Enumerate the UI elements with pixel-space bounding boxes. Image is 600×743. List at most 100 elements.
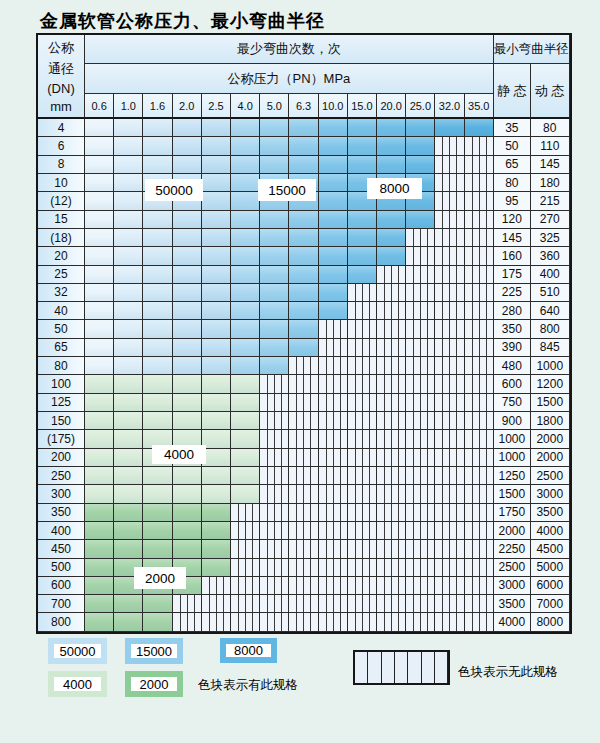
no-spec-cell (319, 320, 348, 338)
no-spec-cell (348, 302, 377, 320)
spec-cell (202, 174, 231, 192)
static-value: 120 (494, 211, 531, 229)
spec-cell (85, 540, 114, 558)
no-spec-cell (260, 595, 289, 613)
no-spec-cell (260, 412, 289, 430)
spec-cell (406, 119, 435, 137)
spec-cell (143, 595, 172, 613)
spec-cell (319, 119, 348, 137)
spec-cell (173, 119, 202, 137)
no-spec-cell (319, 577, 348, 595)
no-spec-cell (289, 357, 318, 375)
spec-cell (202, 504, 231, 522)
no-spec-cell (319, 339, 348, 357)
no-spec-cell (465, 613, 494, 631)
no-spec-cell (406, 412, 435, 430)
dynamic-value: 110 (531, 137, 570, 155)
spec-cell (348, 137, 377, 155)
no-spec-cell (348, 375, 377, 393)
no-spec-cell (465, 577, 494, 595)
dn-header-line: 通径 (48, 60, 74, 78)
spec-cell (406, 156, 435, 174)
dynamic-value: 1800 (531, 412, 570, 430)
no-spec-cell (173, 595, 202, 613)
spec-cell (260, 211, 289, 229)
spec-cell (143, 229, 172, 247)
no-spec-cell (260, 485, 289, 503)
spec-cell (114, 137, 143, 155)
spec-cell (173, 156, 202, 174)
spec-cell (377, 229, 406, 247)
dynamic-value: 215 (531, 192, 570, 210)
no-spec-cell (202, 577, 231, 595)
no-spec-cell (377, 375, 406, 393)
spec-cell (289, 229, 318, 247)
spec-cell (260, 229, 289, 247)
static-value: 35 (494, 119, 531, 137)
no-spec-cell (348, 559, 377, 577)
static-value: 390 (494, 339, 531, 357)
no-spec-cell (377, 284, 406, 302)
dynamic-value: 4500 (531, 540, 570, 558)
spec-cell (202, 485, 231, 503)
dynamic-value: 400 (531, 266, 570, 284)
spec-cell (202, 522, 231, 540)
dn-cell: 25 (38, 266, 85, 284)
spec-cell (202, 357, 231, 375)
static-value: 280 (494, 302, 531, 320)
dynamic-header: 动 态 (531, 64, 570, 119)
spec-cell (319, 192, 348, 210)
spec-cell (173, 394, 202, 412)
spec-cell (377, 119, 406, 137)
spec-cell (289, 339, 318, 357)
pressure-value-header: 1.0 (114, 94, 143, 119)
spec-cell (260, 119, 289, 137)
spec-cell (143, 302, 172, 320)
no-spec-cell (435, 229, 464, 247)
dynamic-value: 800 (531, 320, 570, 338)
no-spec-cell (377, 577, 406, 595)
no-spec-cell (406, 320, 435, 338)
spec-cell (143, 320, 172, 338)
no-spec-cell (260, 522, 289, 540)
spec-cell (319, 211, 348, 229)
spec-cell (289, 137, 318, 155)
no-spec-cell (435, 247, 464, 265)
no-spec-cell (348, 412, 377, 430)
dn-cell: 150 (38, 412, 85, 430)
spec-cell (319, 266, 348, 284)
no-spec-cell (260, 559, 289, 577)
pressure-value-header: 2.0 (173, 94, 202, 119)
spec-cell (202, 266, 231, 284)
legend-swatch-8000: 8000 (220, 638, 277, 663)
no-spec-cell (435, 613, 464, 631)
dynamic-value: 80 (531, 119, 570, 137)
no-spec-cell (348, 284, 377, 302)
spec-cell (202, 467, 231, 485)
spec-cell (319, 156, 348, 174)
spec-cell (173, 266, 202, 284)
no-spec-cell (465, 559, 494, 577)
spec-cell (260, 156, 289, 174)
spec-cell (114, 247, 143, 265)
no-spec-cell (289, 595, 318, 613)
no-spec-cell (260, 613, 289, 631)
no-spec-cell (406, 577, 435, 595)
no-spec-cell (289, 504, 318, 522)
spec-cell (85, 211, 114, 229)
spec-cell (348, 156, 377, 174)
no-spec-cell (377, 266, 406, 284)
static-value: 1250 (494, 467, 531, 485)
spec-cell (85, 339, 114, 357)
spec-cell (377, 211, 406, 229)
legend-swatch-50000: 50000 (48, 638, 107, 664)
no-spec-cell (406, 540, 435, 558)
dynamic-value: 1200 (531, 375, 570, 393)
no-spec-cell (406, 467, 435, 485)
no-spec-cell (348, 357, 377, 375)
no-spec-cell (435, 375, 464, 393)
no-spec-cell (465, 229, 494, 247)
no-spec-cell (289, 577, 318, 595)
pressure-value-header: 6.3 (289, 94, 318, 119)
no-spec-cell (231, 595, 260, 613)
